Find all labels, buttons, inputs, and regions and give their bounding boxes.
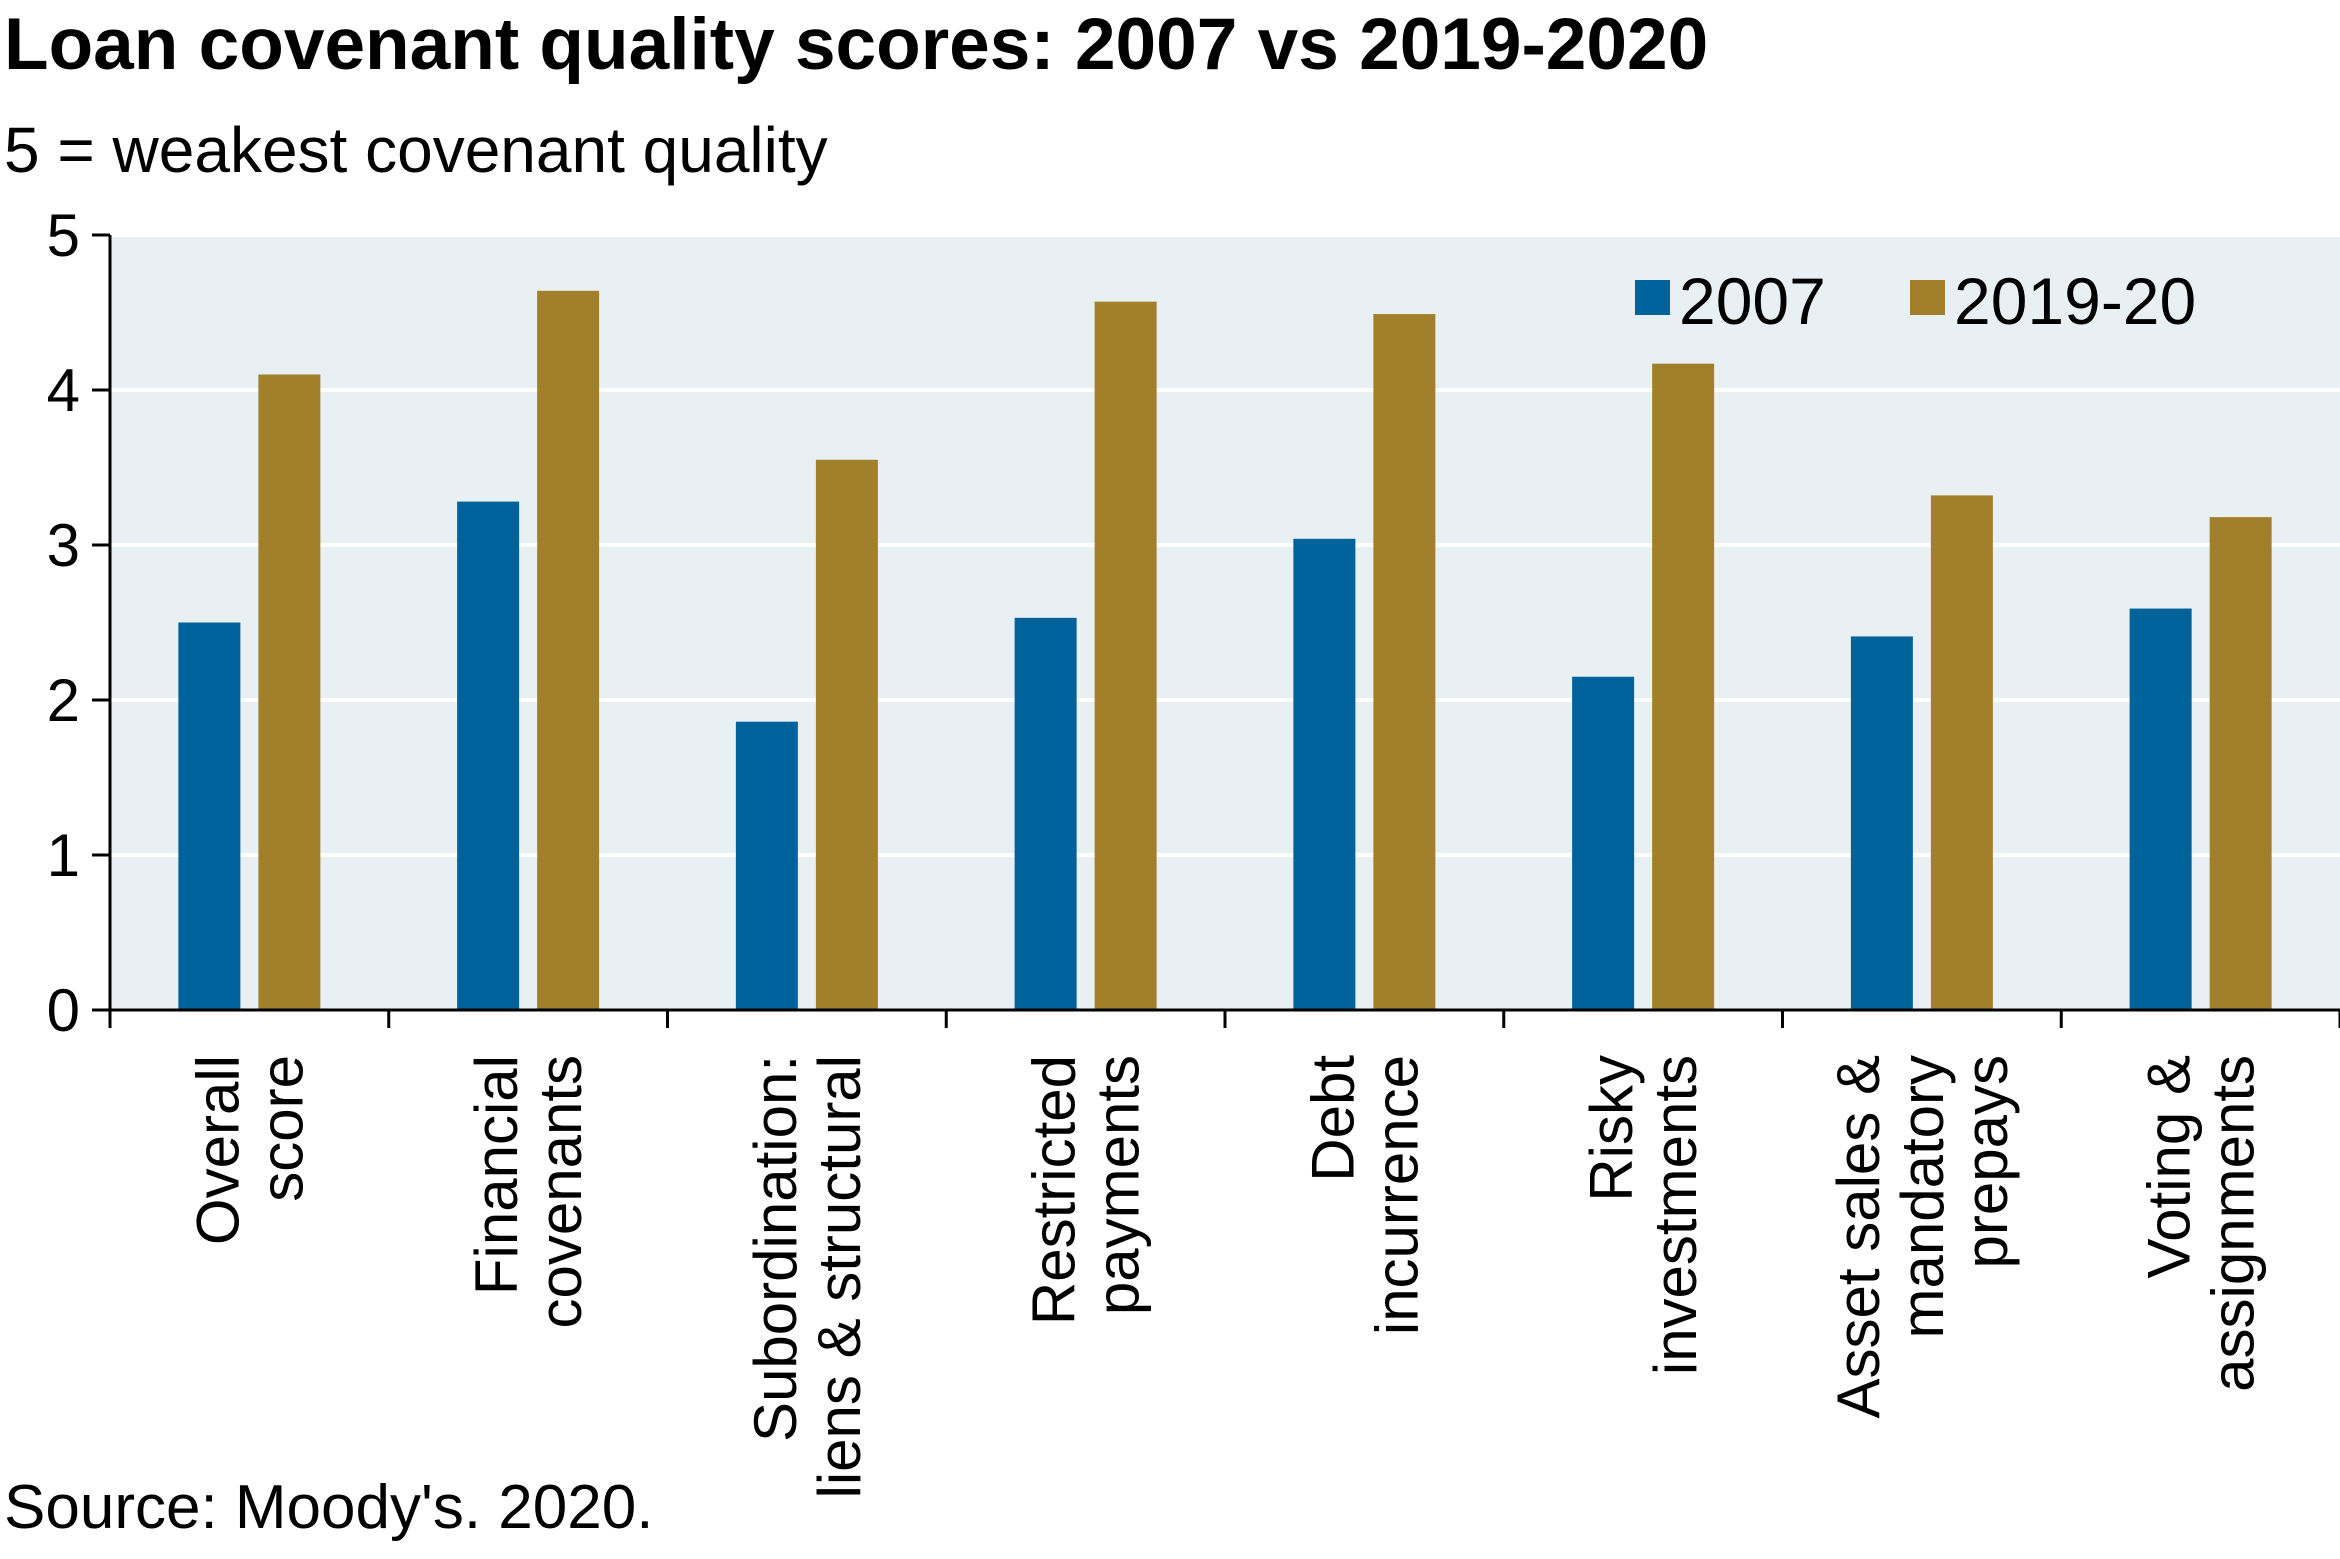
x-category-label-line: prepays [1953,1055,2020,1268]
y-tick-label: 4 [47,357,80,424]
bar-2007 [178,622,241,1010]
chart-title: Loan covenant quality scores: 2007 vs 20… [4,4,1709,85]
x-category-label-line: Voting & [2136,1055,2203,1279]
bar-2019-20 [1373,314,1436,1010]
x-category-label-line: Asset sales & [1825,1055,1892,1419]
bar-2007 [2129,608,2192,1010]
x-category-label-line: payments [1085,1055,1152,1315]
x-category-label-line: Risky [1578,1055,1645,1202]
bar-2007 [1293,538,1356,1010]
bar-2007 [457,501,520,1010]
y-tick-label: 0 [47,977,80,1044]
plot-background [110,235,2340,1010]
bar-2019-20 [1094,301,1157,1010]
x-category-label-line: Overall [184,1055,251,1245]
legend-label: 2019-20 [1954,264,2196,338]
y-tick-label: 1 [47,822,80,889]
y-tick-label: 5 [47,202,80,269]
y-tick-label: 3 [47,512,80,579]
x-category-label-line: liens & structural [806,1055,873,1499]
bar-2019-20 [537,290,600,1010]
legend-swatch-2019-20 [1910,280,1945,315]
bar-2007 [1572,676,1635,1010]
bar-2019-20 [1652,363,1715,1010]
bar-2019-20 [2209,517,2272,1010]
legend-label: 2007 [1679,264,1826,338]
bar-2019-20 [1930,495,1993,1010]
x-category-label-line: mandatory [1889,1055,1956,1338]
x-category-label-line: score [248,1055,315,1202]
x-category-label-line: Restricted [1021,1055,1088,1325]
bar-2019-20 [258,374,321,1010]
x-category-label-line: Financial [463,1055,530,1295]
bars [178,290,2272,1010]
bar-2019-20 [815,459,878,1010]
x-category-label-line: Debt [1299,1055,1366,1182]
x-category-label-line: covenants [527,1055,594,1329]
x-category-label: Subordination:liens & structural [742,1055,873,1499]
bar-2007 [1850,636,1913,1010]
bar-2007 [735,721,798,1010]
legend-swatch-2007 [1635,280,1670,315]
x-category-label-line: assignments [2200,1055,2267,1392]
y-tick-label: 2 [47,667,80,734]
source-note: Source: Moody's. 2020. [4,1473,654,1542]
x-category-label-line: investments [1642,1055,1709,1375]
x-category-label-line: Subordination: [742,1055,809,1442]
x-category-label-line: incurrence [1363,1055,1430,1335]
x-category-label: Voting &assignments [2136,1055,2267,1392]
chart-subtitle: 5 = weakest covenant quality [4,114,828,186]
bar-2007 [1014,617,1077,1010]
legend: 2007 2019-20 [1635,264,2196,338]
